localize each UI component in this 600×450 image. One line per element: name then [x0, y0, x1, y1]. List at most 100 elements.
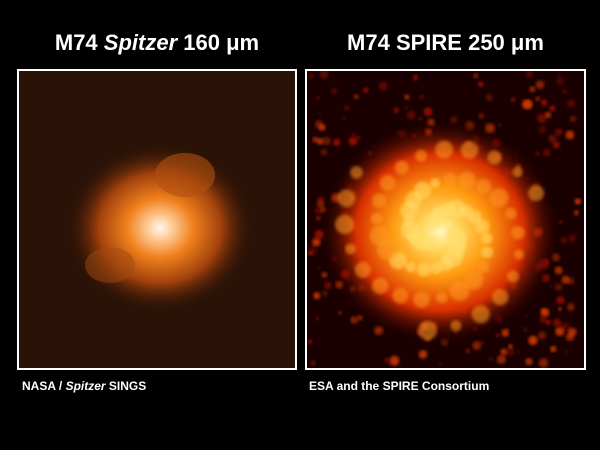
title-italic: Spitzer: [103, 30, 178, 55]
noise-dot: [535, 80, 545, 90]
noise-dot: [330, 87, 338, 95]
noise-dot: [510, 97, 516, 103]
spiral-knot: [512, 166, 523, 178]
noise-dot: [438, 361, 443, 365]
noise-dot: [560, 322, 570, 332]
noise-dot: [342, 117, 346, 121]
spiral-knot: [354, 261, 371, 278]
noise-dot: [545, 319, 552, 326]
noise-dot: [536, 113, 547, 124]
noise-dot: [477, 81, 484, 88]
noise-dot: [555, 76, 565, 86]
noise-dot: [403, 105, 408, 110]
noise-dot: [566, 98, 576, 108]
spiral-knot: [392, 287, 409, 304]
spiral-knot: [449, 280, 470, 301]
noise-dot: [322, 290, 328, 297]
noise-dot: [308, 72, 315, 79]
noise-dot: [488, 357, 494, 362]
noise-dot: [560, 236, 568, 244]
spiral-knot: [480, 232, 493, 245]
noise-dot: [317, 265, 322, 270]
credit-text: NASA /: [22, 379, 66, 393]
spiral-knot: [416, 262, 431, 277]
credit-text: SINGS: [105, 379, 147, 393]
spiral-knot: [450, 320, 462, 332]
noise-dot: [362, 87, 369, 94]
noise-dot: [310, 360, 316, 366]
spire-image: [307, 70, 584, 368]
noise-dot: [472, 341, 482, 350]
noise-dot: [317, 195, 325, 203]
noise-dot: [528, 335, 538, 346]
noise-dot: [418, 116, 423, 121]
spire-frame: [305, 69, 586, 370]
noise-dot: [557, 72, 562, 77]
noise-dot: [537, 331, 547, 340]
noise-dot: [314, 207, 322, 215]
spiral-knot: [350, 166, 363, 179]
noise-dot: [535, 96, 541, 102]
noise-dot: [315, 316, 320, 321]
noise-dot: [555, 128, 563, 136]
noise-dot: [307, 339, 313, 345]
noise-dot: [525, 357, 533, 366]
noise-dot: [495, 333, 500, 338]
noise-dot: [535, 151, 541, 157]
noise-dot: [343, 105, 350, 111]
noise-dot: [542, 148, 551, 157]
noise-dot: [565, 130, 575, 140]
noise-dot: [505, 347, 515, 357]
spiral-knot: [443, 172, 457, 187]
spiral-knot: [429, 178, 440, 189]
noise-dot: [523, 313, 528, 317]
noise-dot: [497, 123, 502, 127]
noise-dot: [523, 327, 528, 332]
noise-dot: [538, 358, 549, 368]
spiral-knot: [468, 210, 482, 225]
noise-dot: [501, 329, 509, 337]
noise-dot: [387, 361, 391, 366]
spiral-knot: [528, 185, 545, 202]
spiral-knot: [429, 262, 442, 275]
spiral-knot: [460, 141, 479, 159]
noise-dot: [554, 266, 563, 275]
noise-dot: [529, 86, 536, 93]
spiral-knot: [471, 305, 490, 324]
spiral-knot: [371, 277, 389, 294]
noise-dot: [337, 310, 342, 315]
noise-dot: [567, 303, 575, 311]
noise-dot: [565, 350, 569, 354]
noise-dot: [307, 245, 318, 255]
right-credit: ESA and the SPIRE Consortium: [309, 379, 489, 393]
spiral-knot: [436, 292, 448, 304]
spiral-knot: [394, 160, 409, 175]
noise-dot: [538, 125, 547, 134]
noise-dot: [378, 81, 388, 91]
spiral-knot: [438, 256, 453, 271]
spiral-knot: [506, 270, 520, 283]
spiral-knot: [371, 193, 387, 208]
noise-dot: [418, 349, 428, 359]
noise-dot: [485, 94, 493, 101]
spiral-knot: [335, 214, 355, 235]
noise-dot: [550, 345, 557, 353]
noise-dot: [393, 107, 400, 114]
left-credit: NASA / Spitzer SINGS: [22, 379, 146, 393]
spiral-knot: [513, 249, 525, 260]
noise-dot: [478, 112, 485, 120]
spiral-knot: [405, 261, 416, 273]
noise-dot: [525, 70, 534, 79]
spiral-knot: [475, 219, 490, 234]
noise-dot: [568, 234, 577, 243]
spiral-knot: [370, 212, 383, 225]
noise-dot: [496, 354, 506, 364]
spiral-knot: [413, 181, 432, 199]
spiral-knot: [379, 175, 396, 191]
noise-dot: [384, 357, 390, 363]
noise-dot: [318, 111, 322, 116]
noise-dot: [389, 355, 400, 366]
spiral-knot: [414, 149, 428, 162]
